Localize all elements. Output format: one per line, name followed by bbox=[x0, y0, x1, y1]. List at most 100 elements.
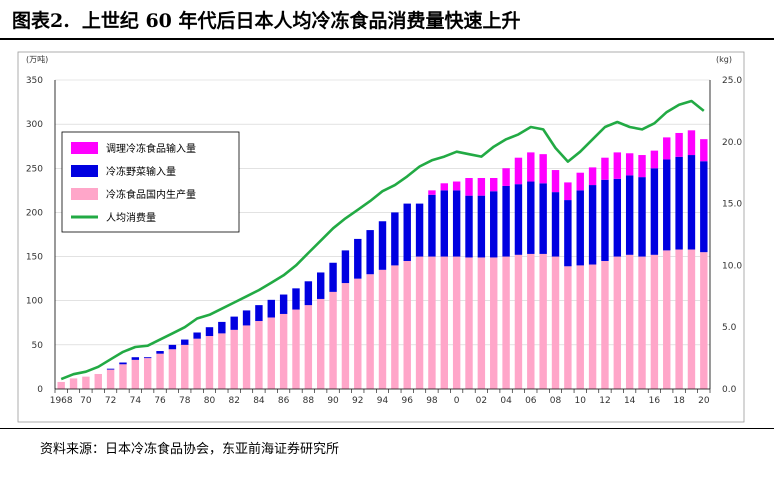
bar-domestic bbox=[502, 256, 510, 389]
bar-domestic bbox=[551, 256, 560, 389]
bar-domestic bbox=[576, 265, 584, 389]
bar-vegetable-import bbox=[317, 272, 325, 299]
x-tick-label: 90 bbox=[327, 396, 339, 406]
bar-vegetable-import bbox=[650, 168, 659, 255]
x-tick-label: 06 bbox=[525, 396, 537, 406]
bar-domestic bbox=[440, 256, 448, 389]
y-left-unit: (万吨) bbox=[26, 54, 48, 64]
bar-domestic bbox=[317, 298, 325, 389]
bar-prepared-import bbox=[601, 157, 609, 180]
bar-prepared-import bbox=[650, 150, 659, 169]
bar-series bbox=[57, 130, 708, 389]
bar-vegetable-import bbox=[279, 294, 288, 314]
bar-domestic bbox=[94, 373, 102, 389]
y-left-tick-label: 350 bbox=[26, 76, 43, 86]
bar-domestic bbox=[57, 381, 65, 389]
bar-prepared-import bbox=[576, 172, 584, 191]
axes: 0501001502002503003500.05.010.015.020.02… bbox=[26, 54, 743, 406]
bar-vegetable-import bbox=[218, 321, 226, 334]
bar-domestic bbox=[477, 257, 486, 389]
bar-domestic bbox=[700, 252, 708, 389]
bar-prepared-import bbox=[551, 170, 560, 193]
bar-prepared-import bbox=[625, 153, 634, 176]
bar-prepared-import bbox=[564, 182, 572, 201]
x-tick-label: 16 bbox=[649, 396, 661, 406]
bar-vegetable-import bbox=[354, 238, 362, 279]
bar-vegetable-import bbox=[403, 203, 411, 261]
bar-domestic bbox=[403, 260, 411, 389]
bar-domestic bbox=[465, 257, 473, 389]
bar-domestic bbox=[156, 353, 164, 389]
x-tick-label: 88 bbox=[303, 396, 315, 406]
bar-domestic bbox=[539, 253, 547, 389]
bar-vegetable-import bbox=[181, 339, 189, 345]
x-tick-label: 02 bbox=[476, 396, 487, 406]
x-tick-label: 92 bbox=[352, 396, 363, 406]
bar-domestic bbox=[267, 317, 275, 389]
bar-prepared-import bbox=[588, 167, 597, 186]
bar-domestic bbox=[625, 254, 634, 389]
bar-domestic bbox=[304, 305, 313, 389]
bar-vegetable-import bbox=[366, 230, 374, 275]
bar-domestic bbox=[588, 264, 597, 389]
bar-domestic bbox=[242, 325, 251, 389]
bar-domestic bbox=[292, 309, 300, 389]
bar-vegetable-import bbox=[625, 175, 634, 255]
bar-vegetable-import bbox=[156, 351, 164, 354]
bar-prepared-import bbox=[465, 177, 473, 196]
bar-domestic bbox=[601, 260, 609, 389]
bar-vegetable-import bbox=[551, 192, 560, 257]
y-right-tick-label: 5.0 bbox=[722, 323, 737, 333]
x-tick-label: 78 bbox=[179, 396, 191, 406]
x-tick-label: 76 bbox=[154, 396, 166, 406]
bar-prepared-import bbox=[613, 152, 622, 179]
bar-domestic bbox=[366, 274, 374, 389]
bar-domestic bbox=[675, 249, 683, 389]
x-tick-label: 80 bbox=[204, 396, 216, 406]
bar-domestic bbox=[378, 269, 387, 389]
x-tick-label: 18 bbox=[673, 396, 685, 406]
bar-prepared-import bbox=[428, 190, 436, 195]
line-series bbox=[60, 99, 705, 381]
bar-vegetable-import bbox=[440, 190, 448, 257]
y-left-tick-label: 100 bbox=[26, 297, 43, 307]
x-tick-label: 08 bbox=[550, 396, 562, 406]
bar-vegetable-import bbox=[564, 200, 572, 267]
bar-vegetable-import bbox=[168, 344, 177, 350]
bar-domestic bbox=[490, 257, 498, 389]
bar-vegetable-import bbox=[119, 362, 127, 365]
y-right-tick-label: 10.0 bbox=[722, 261, 742, 271]
legend-swatch-vegetable-import bbox=[71, 165, 98, 177]
x-tick-label: 84 bbox=[253, 396, 265, 406]
y-right-tick-label: 15.0 bbox=[722, 200, 742, 210]
bar-vegetable-import bbox=[490, 191, 498, 258]
bar-domestic bbox=[131, 359, 140, 389]
bar-vegetable-import bbox=[527, 181, 535, 254]
legend-label: 冷冻食品国内生产量 bbox=[106, 188, 196, 201]
bar-vegetable-import bbox=[341, 250, 350, 284]
x-tick-label: 94 bbox=[377, 396, 389, 406]
bar-vegetable-import bbox=[143, 357, 152, 359]
bar-vegetable-import bbox=[304, 281, 313, 306]
bar-prepared-import bbox=[527, 152, 535, 182]
bar-vegetable-import bbox=[663, 159, 671, 251]
bar-prepared-import bbox=[687, 130, 696, 156]
bar-vegetable-import bbox=[230, 316, 238, 330]
line-per-capita bbox=[60, 99, 705, 381]
bar-vegetable-import bbox=[465, 195, 473, 258]
x-tick-label: 72 bbox=[105, 396, 116, 406]
x-tick-label: 74 bbox=[130, 396, 142, 406]
bar-vegetable-import bbox=[452, 190, 461, 257]
source-note: 资料来源：日本冷冻食品协会，东亚前海证券研究所 bbox=[40, 442, 340, 457]
y-left-tick-label: 300 bbox=[26, 120, 43, 130]
bar-domestic bbox=[255, 321, 263, 389]
bar-vegetable-import bbox=[700, 161, 708, 253]
bar-domestic bbox=[564, 266, 572, 389]
bar-vegetable-import bbox=[502, 185, 510, 257]
chart-frame bbox=[17, 51, 745, 423]
bar-domestic bbox=[527, 253, 535, 389]
bar-prepared-import bbox=[477, 177, 486, 196]
x-tick-label: 0 bbox=[454, 396, 460, 406]
bar-vegetable-import bbox=[428, 194, 436, 257]
x-tick-label: 14 bbox=[624, 396, 636, 406]
